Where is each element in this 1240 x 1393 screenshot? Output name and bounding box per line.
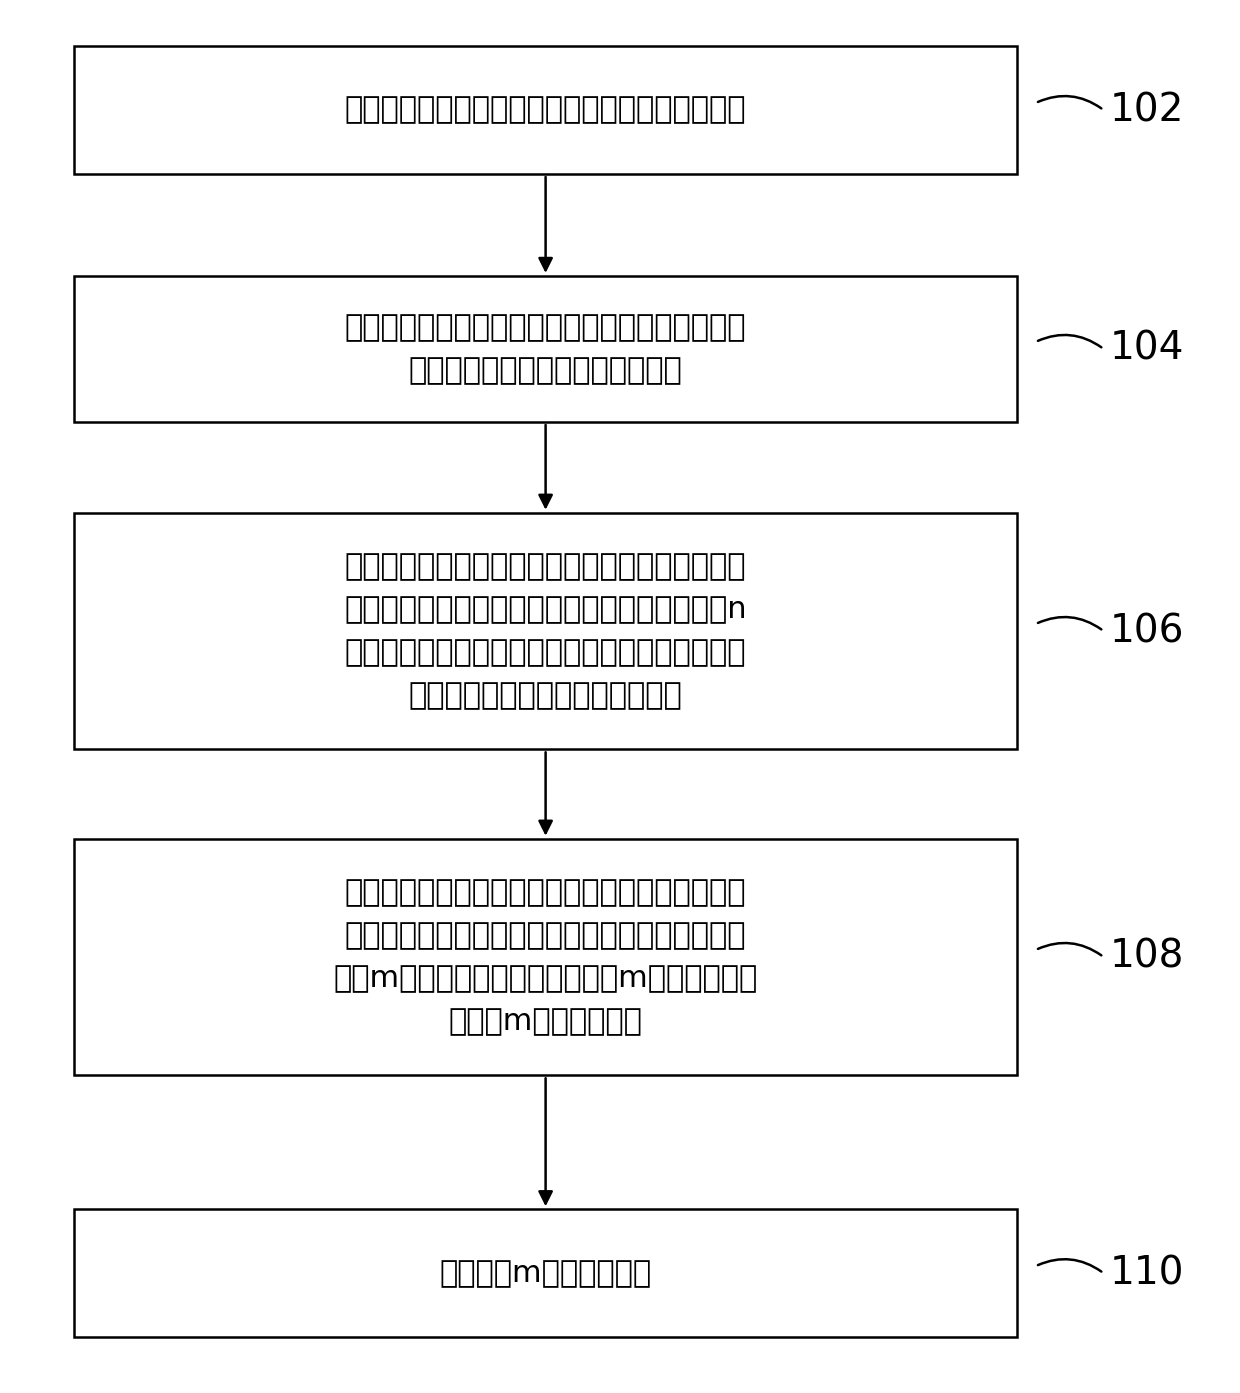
- Text: 获取针对于所述当前调度任务配置表的操作信息，
其中，操作信息包括任务调度参数: 获取针对于所述当前调度任务配置表的操作信息， 其中，操作信息包括任务调度参数: [345, 313, 746, 384]
- FancyArrowPatch shape: [1038, 617, 1101, 630]
- Text: 从所述目标调度任务配置表中筛选出开始执行时间
在当前时间或当前时间之后运行的、且具有有效标
识的m个指定定时任务，并将所述m个指定定时任
务作为m个待处理任务: 从所述目标调度任务配置表中筛选出开始执行时间 在当前时间或当前时间之后运行的、且…: [334, 879, 758, 1035]
- Text: 根据操作信息中的任务调度参数，生成目标调度任
务配置表，所述目标调度任务配置表至少包括：n
个定时任务，每个定时任务的执行周期，每个定时
任务是否有效标识、开始: 根据操作信息中的任务调度参数，生成目标调度任 务配置表，所述目标调度任务配置表至…: [345, 553, 746, 709]
- Text: 执行所述m个待处理任务: 执行所述m个待处理任务: [439, 1259, 652, 1287]
- Bar: [74, 839, 1017, 1075]
- Bar: [74, 46, 1017, 174]
- Text: 110: 110: [1110, 1254, 1184, 1293]
- Text: 108: 108: [1110, 937, 1184, 976]
- Text: 104: 104: [1110, 330, 1184, 368]
- Bar: [74, 1209, 1017, 1337]
- Bar: [74, 276, 1017, 422]
- FancyArrowPatch shape: [1038, 96, 1101, 109]
- FancyArrowPatch shape: [1038, 1259, 1101, 1272]
- Bar: [74, 513, 1017, 749]
- FancyArrowPatch shape: [1038, 943, 1101, 956]
- FancyArrowPatch shape: [1038, 334, 1101, 347]
- Text: 106: 106: [1110, 612, 1184, 651]
- Text: 102: 102: [1110, 91, 1184, 130]
- Text: 接收调度任务配置请求，输出当前调度任务配置表: 接收调度任务配置请求，输出当前调度任务配置表: [345, 96, 746, 124]
